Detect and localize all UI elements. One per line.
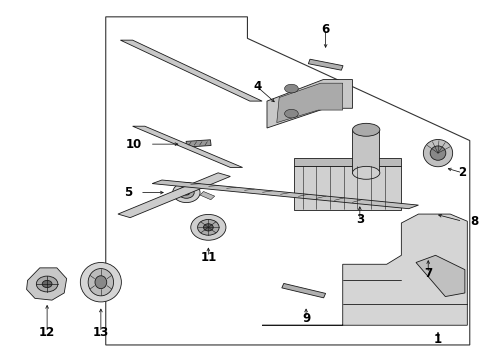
Ellipse shape [191,215,226,240]
Text: 8: 8 [470,215,478,228]
Text: 12: 12 [39,326,55,339]
Ellipse shape [36,276,58,292]
Polygon shape [352,130,379,173]
Ellipse shape [197,220,219,235]
Ellipse shape [178,187,194,198]
Ellipse shape [352,166,380,179]
Polygon shape [282,283,325,298]
Text: 1: 1 [434,333,442,346]
Ellipse shape [285,84,298,93]
Ellipse shape [352,123,380,136]
Text: 4: 4 [253,80,261,93]
Text: 3: 3 [356,213,364,226]
Text: 11: 11 [200,251,217,264]
Text: 6: 6 [321,23,330,36]
Polygon shape [416,255,465,297]
Polygon shape [262,214,467,325]
Polygon shape [26,268,67,300]
Polygon shape [186,140,211,147]
Polygon shape [308,59,343,70]
Text: 13: 13 [93,326,109,339]
Ellipse shape [203,224,213,231]
Polygon shape [133,126,243,167]
Ellipse shape [95,276,107,289]
Polygon shape [294,158,401,166]
Ellipse shape [80,262,122,302]
Polygon shape [277,83,343,123]
Text: 7: 7 [424,267,432,280]
Polygon shape [267,80,352,128]
Ellipse shape [172,183,200,203]
Text: 10: 10 [126,138,143,150]
Text: 2: 2 [458,166,466,179]
Ellipse shape [285,109,298,118]
Polygon shape [200,192,215,200]
Polygon shape [294,166,401,211]
Ellipse shape [88,269,114,296]
Ellipse shape [42,280,52,288]
Text: 5: 5 [124,186,133,199]
Ellipse shape [423,139,453,167]
Ellipse shape [430,146,446,160]
Text: 9: 9 [302,311,310,325]
Polygon shape [121,40,262,101]
Ellipse shape [183,190,190,195]
Polygon shape [118,173,230,218]
Polygon shape [152,180,418,209]
